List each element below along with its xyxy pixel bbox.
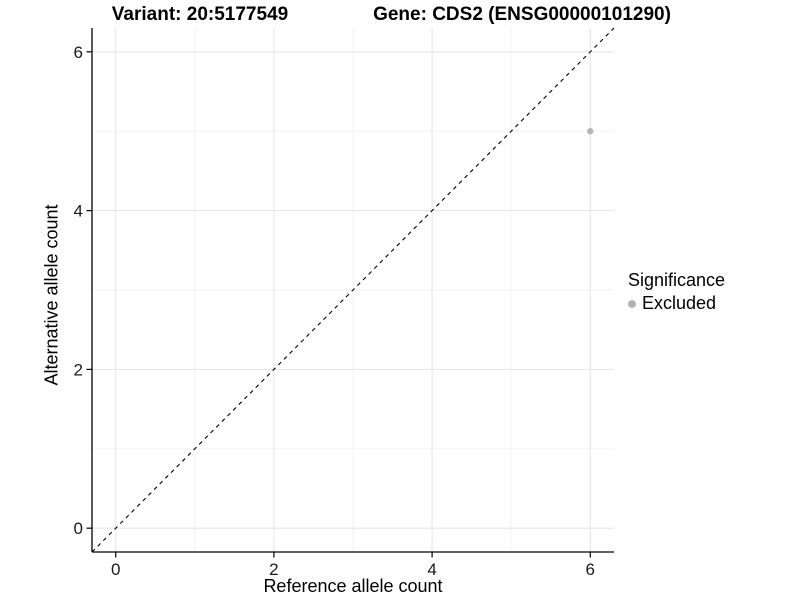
x-tick-label: 6	[586, 560, 595, 579]
excluded-dot-icon	[628, 299, 636, 308]
legend-title: Significance	[628, 270, 726, 290]
y-tick-label: 0	[74, 519, 83, 538]
x-tick-label: 4	[427, 560, 436, 579]
variant-title: Variant: 20:5177549	[111, 4, 289, 25]
y-tick-label: 2	[74, 360, 83, 379]
identity-dashed-line	[91, 27, 615, 553]
legend-entry-label: Excluded	[642, 293, 717, 313]
gene-title: Gene: CDS2 (ENSG00000101290)	[373, 4, 671, 25]
x-tick-label: 0	[111, 560, 120, 579]
y-tick-label: 6	[74, 43, 83, 62]
legend: Significance Excluded	[628, 270, 725, 314]
legend-entry: Excluded	[628, 293, 725, 314]
data-point	[587, 128, 594, 135]
x-axis-label: Reference allele count	[263, 576, 443, 596]
x-tick-label: 2	[269, 560, 278, 579]
y-axis-label: Alternative allele count	[41, 204, 62, 386]
y-tick-label: 4	[74, 202, 83, 221]
